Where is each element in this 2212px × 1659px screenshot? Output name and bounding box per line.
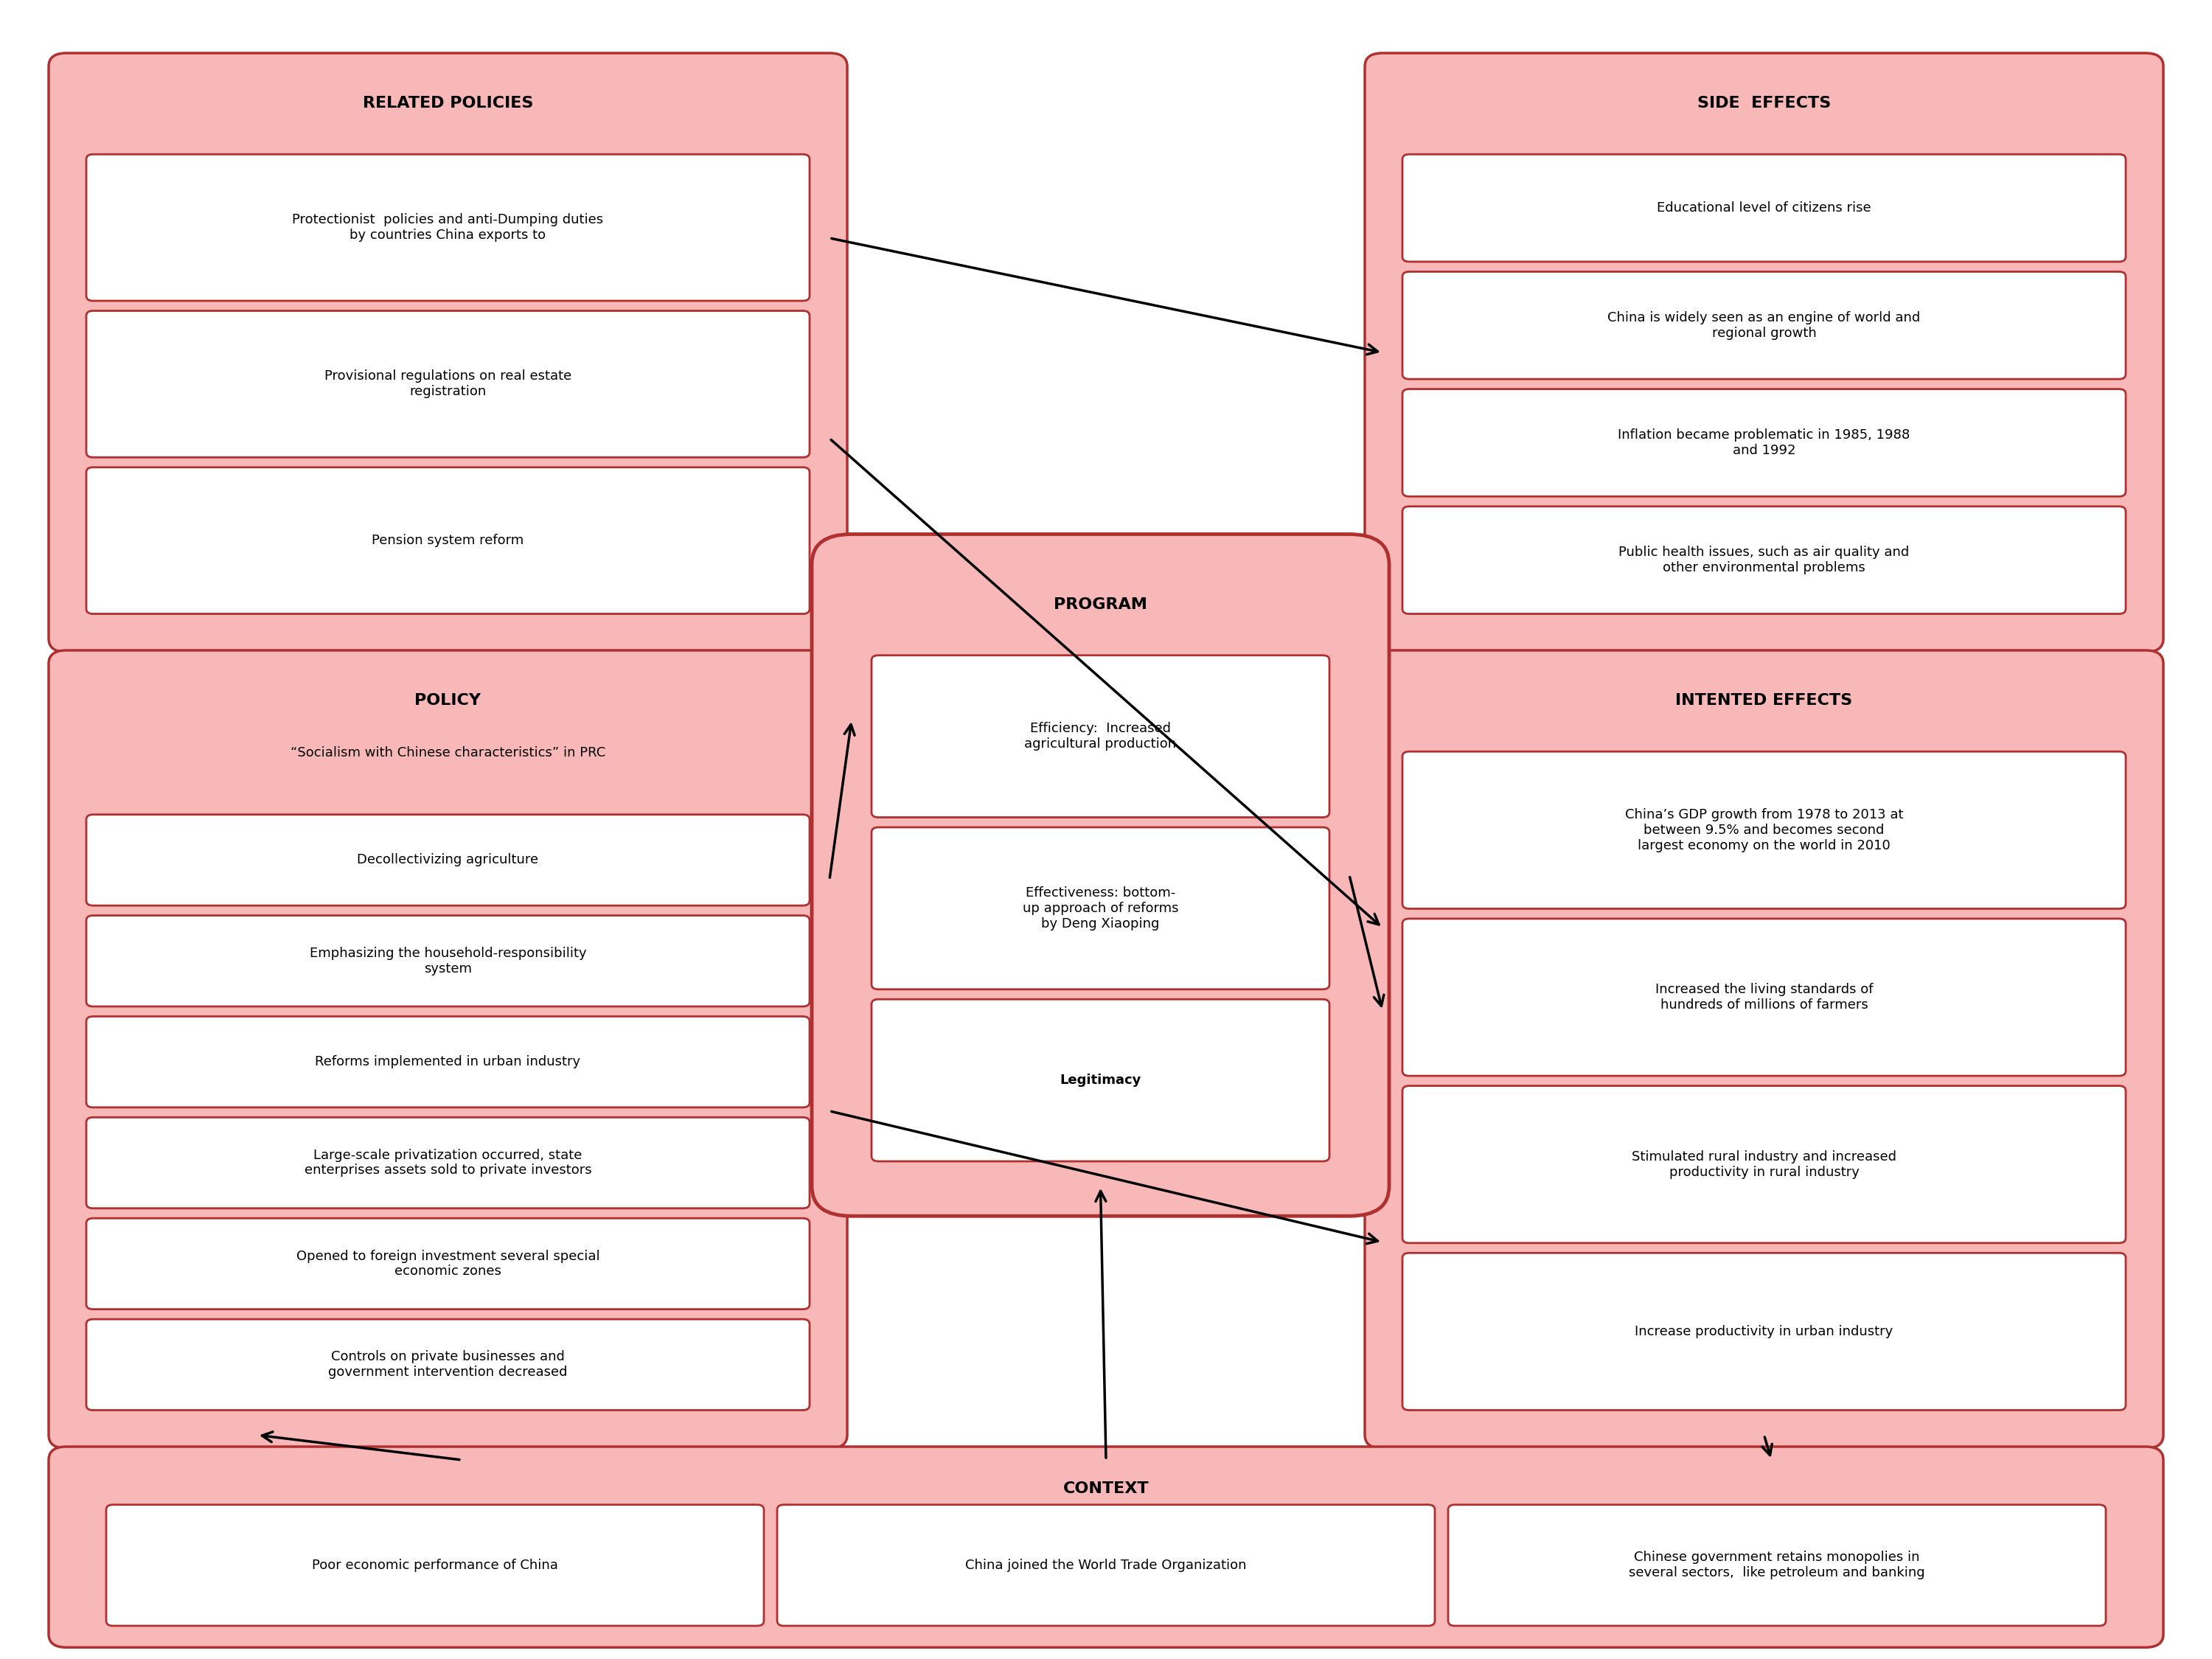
FancyBboxPatch shape	[49, 650, 847, 1448]
FancyBboxPatch shape	[49, 1447, 2163, 1647]
Text: Provisional regulations on real estate
registration: Provisional regulations on real estate r…	[325, 370, 571, 398]
Text: Inflation became problematic in 1985, 1988
and 1992: Inflation became problematic in 1985, 19…	[1617, 428, 1911, 456]
Text: CONTEXT: CONTEXT	[1064, 1481, 1148, 1496]
Text: INTENTED EFFECTS: INTENTED EFFECTS	[1674, 693, 1854, 708]
FancyBboxPatch shape	[1402, 154, 2126, 262]
FancyBboxPatch shape	[86, 916, 810, 1007]
FancyBboxPatch shape	[1402, 1085, 2126, 1243]
Text: Increased the living standards of
hundreds of millions of farmers: Increased the living standards of hundre…	[1655, 984, 1874, 1012]
FancyBboxPatch shape	[776, 1505, 1436, 1626]
FancyBboxPatch shape	[812, 534, 1389, 1216]
Text: Chinese government retains monopolies in
several sectors,  like petroleum and ba: Chinese government retains monopolies in…	[1628, 1551, 1924, 1579]
Text: Reforms implemented in urban industry: Reforms implemented in urban industry	[314, 1055, 582, 1068]
FancyBboxPatch shape	[86, 468, 810, 614]
Text: Effectiveness: bottom-
up approach of reforms
by Deng Xiaoping: Effectiveness: bottom- up approach of re…	[1022, 886, 1179, 931]
FancyBboxPatch shape	[872, 999, 1329, 1161]
Text: Pension system reform: Pension system reform	[372, 534, 524, 547]
FancyBboxPatch shape	[1449, 1505, 2106, 1626]
FancyBboxPatch shape	[86, 815, 810, 906]
Text: SIDE  EFFECTS: SIDE EFFECTS	[1697, 96, 1832, 111]
FancyBboxPatch shape	[86, 1017, 810, 1108]
Text: Decollectivizing agriculture: Decollectivizing agriculture	[356, 853, 540, 866]
Text: Poor economic performance of China: Poor economic performance of China	[312, 1559, 557, 1573]
Text: Protectionist  policies and anti-Dumping duties
by countries China exports to: Protectionist policies and anti-Dumping …	[292, 214, 604, 242]
FancyBboxPatch shape	[1402, 388, 2126, 496]
FancyBboxPatch shape	[1402, 919, 2126, 1075]
Text: Legitimacy: Legitimacy	[1060, 1073, 1141, 1087]
Text: Controls on private businesses and
government intervention decreased: Controls on private businesses and gover…	[327, 1350, 568, 1379]
Text: China joined the World Trade Organization: China joined the World Trade Organizatio…	[964, 1559, 1248, 1573]
Text: Stimulated rural industry and increased
productivity in rural industry: Stimulated rural industry and increased …	[1632, 1150, 1896, 1178]
FancyBboxPatch shape	[86, 1118, 810, 1208]
FancyBboxPatch shape	[872, 655, 1329, 818]
Text: China’s GDP growth from 1978 to 2013 at
between 9.5% and becomes second
largest : China’s GDP growth from 1978 to 2013 at …	[1626, 808, 1902, 853]
FancyBboxPatch shape	[1365, 53, 2163, 652]
Text: China is widely seen as an engine of world and
regional growth: China is widely seen as an engine of wor…	[1608, 312, 1920, 340]
Text: Educational level of citizens rise: Educational level of citizens rise	[1657, 201, 1871, 214]
Text: Public health issues, such as air quality and
other environmental problems: Public health issues, such as air qualit…	[1619, 546, 1909, 574]
Text: Efficiency:  Increased
agricultural production: Efficiency: Increased agricultural produ…	[1024, 722, 1177, 750]
Text: POLICY: POLICY	[416, 693, 482, 708]
FancyBboxPatch shape	[1402, 752, 2126, 909]
Text: PROGRAM: PROGRAM	[1053, 597, 1148, 612]
Text: Increase productivity in urban industry: Increase productivity in urban industry	[1635, 1326, 1893, 1339]
FancyBboxPatch shape	[872, 828, 1329, 989]
FancyBboxPatch shape	[86, 1218, 810, 1309]
FancyBboxPatch shape	[106, 1505, 763, 1626]
Text: Large-scale privatization occurred, state
enterprises assets sold to private inv: Large-scale privatization occurred, stat…	[305, 1148, 591, 1178]
Text: Opened to foreign investment several special
economic zones: Opened to foreign investment several spe…	[296, 1249, 599, 1277]
FancyBboxPatch shape	[86, 1319, 810, 1410]
FancyBboxPatch shape	[1402, 506, 2126, 614]
FancyBboxPatch shape	[1402, 1253, 2126, 1410]
FancyBboxPatch shape	[86, 310, 810, 458]
FancyBboxPatch shape	[86, 154, 810, 300]
Text: Emphasizing the household-responsibility
system: Emphasizing the household-responsibility…	[310, 947, 586, 975]
FancyBboxPatch shape	[1402, 272, 2126, 378]
FancyBboxPatch shape	[49, 53, 847, 652]
Text: “Socialism with Chinese characteristics” in PRC: “Socialism with Chinese characteristics”…	[290, 747, 606, 760]
FancyBboxPatch shape	[1365, 650, 2163, 1448]
Text: RELATED POLICIES: RELATED POLICIES	[363, 96, 533, 111]
